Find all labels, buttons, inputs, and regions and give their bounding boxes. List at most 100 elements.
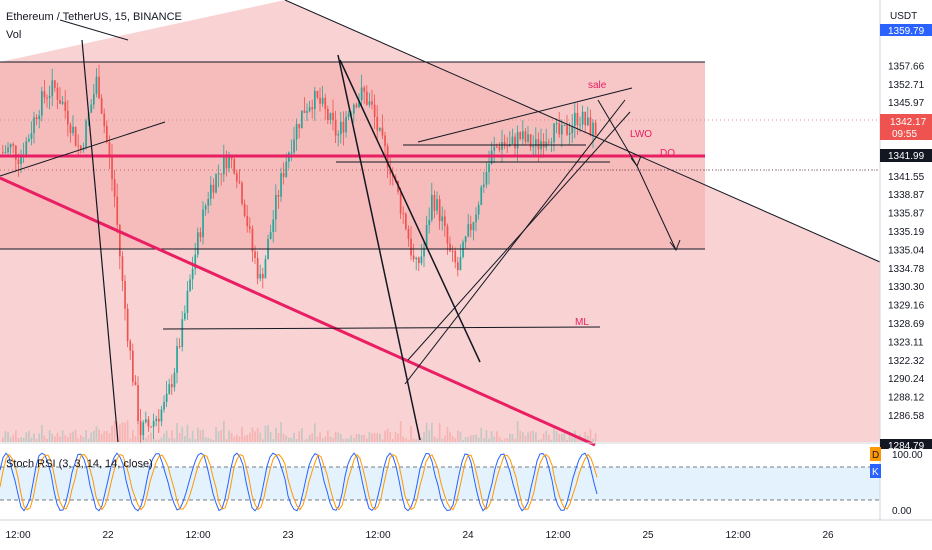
volume-bar — [329, 436, 332, 442]
volume-bar — [511, 433, 514, 442]
price-tick: 1290.24 — [888, 374, 925, 385]
candle-body — [467, 224, 470, 237]
volume-bar — [150, 432, 152, 442]
candle-body — [576, 112, 579, 126]
volume-bar — [264, 425, 267, 442]
sale-label: sale — [588, 80, 607, 91]
candle-body — [568, 133, 571, 135]
volume-bar — [38, 433, 41, 442]
candle-body — [436, 199, 438, 211]
time-tick: 22 — [102, 530, 114, 541]
price-tick: 1334.78 — [888, 264, 925, 275]
candle-body — [470, 224, 472, 231]
candle-body — [41, 91, 43, 116]
volume-bar — [576, 437, 579, 442]
volume-bar — [532, 430, 535, 442]
volume-bar — [4, 431, 7, 442]
volume-bar — [350, 435, 353, 442]
volume-bar — [516, 421, 519, 442]
price-tick: 1352.71 — [888, 80, 925, 91]
candle-body — [493, 146, 496, 151]
candle-body — [532, 146, 535, 148]
volume-bar — [503, 438, 506, 442]
candle-body — [314, 90, 316, 110]
volume-bar — [433, 436, 436, 442]
candle-body — [197, 232, 199, 255]
candle-body — [275, 194, 277, 220]
channel-line-2 — [407, 111, 631, 361]
candle-body — [293, 139, 295, 153]
candle-body — [160, 409, 163, 422]
candle-body — [134, 381, 137, 386]
volume-bar — [165, 430, 168, 442]
volume-bar — [561, 434, 563, 442]
volume-bar — [472, 435, 475, 442]
price-tick: 1341.55 — [888, 172, 925, 183]
volume-bar — [501, 439, 503, 442]
volume-bar — [571, 437, 574, 442]
candle-body — [360, 87, 363, 101]
candle-body — [77, 145, 80, 147]
candle-body — [524, 131, 527, 142]
candle-body — [451, 250, 454, 252]
candle-body — [558, 123, 561, 135]
volume-bar — [381, 439, 384, 442]
candle-body — [280, 173, 282, 197]
volume-bar — [233, 436, 236, 442]
volume-bar — [555, 430, 558, 442]
candle-body — [12, 144, 15, 146]
candle-body — [100, 98, 103, 114]
volume-bar — [303, 439, 306, 442]
volume-bar — [288, 437, 290, 442]
price-tick: 1357.66 — [888, 61, 925, 72]
volume-bar — [98, 429, 100, 442]
volume-bar — [358, 433, 360, 442]
candle-body — [441, 216, 444, 222]
volume-bar — [119, 424, 121, 442]
price-axis[interactable]: USDT 1357.661352.711345.971345.581341.83… — [870, 0, 932, 520]
candle-body — [168, 384, 171, 394]
volume-bar — [228, 430, 230, 442]
candle-body — [399, 191, 402, 214]
volume-bar — [594, 433, 597, 442]
volume-bar — [129, 438, 132, 442]
volume-bar — [61, 430, 64, 442]
candle-body — [220, 173, 223, 175]
candle-body — [282, 173, 285, 177]
price-tick: 1335.87 — [888, 209, 925, 220]
volume-bar — [563, 430, 566, 442]
candle-body — [506, 145, 509, 147]
price-tick: 1323.11 — [888, 337, 924, 348]
volume-bar — [17, 438, 20, 442]
candle-body — [311, 107, 314, 110]
volume-bar — [548, 434, 550, 442]
volume-bar — [152, 438, 155, 442]
candle-body — [433, 195, 436, 211]
time-axis[interactable]: 12:00 22 12:00 23 12:00 24 12:00 25 12:00 26 — [0, 519, 932, 550]
candle-body — [171, 384, 173, 388]
candle-body — [425, 225, 428, 248]
time-tick: 24 — [462, 530, 474, 541]
price-tick: 1322.32 — [888, 356, 925, 367]
knife-line-2 — [337, 54, 421, 441]
candle-body — [477, 204, 480, 215]
volume-bar — [506, 438, 509, 442]
volume-bar — [103, 430, 106, 442]
volume-bar — [85, 429, 87, 442]
channel-line-1 — [404, 99, 626, 385]
candle-body — [233, 159, 236, 174]
volume-bar — [220, 430, 223, 442]
countdown-text: 09:55 — [892, 129, 917, 140]
volume-bar — [402, 436, 405, 442]
volume-bar — [324, 436, 327, 442]
candle-body — [33, 117, 35, 134]
candle-body — [337, 134, 340, 136]
candle-body — [295, 123, 298, 140]
candle-body — [464, 236, 467, 243]
grid — [0, 119, 880, 171]
candle-body — [139, 421, 142, 436]
candle-body — [381, 127, 384, 136]
volume-bar — [30, 437, 33, 442]
candle-body — [238, 181, 241, 183]
